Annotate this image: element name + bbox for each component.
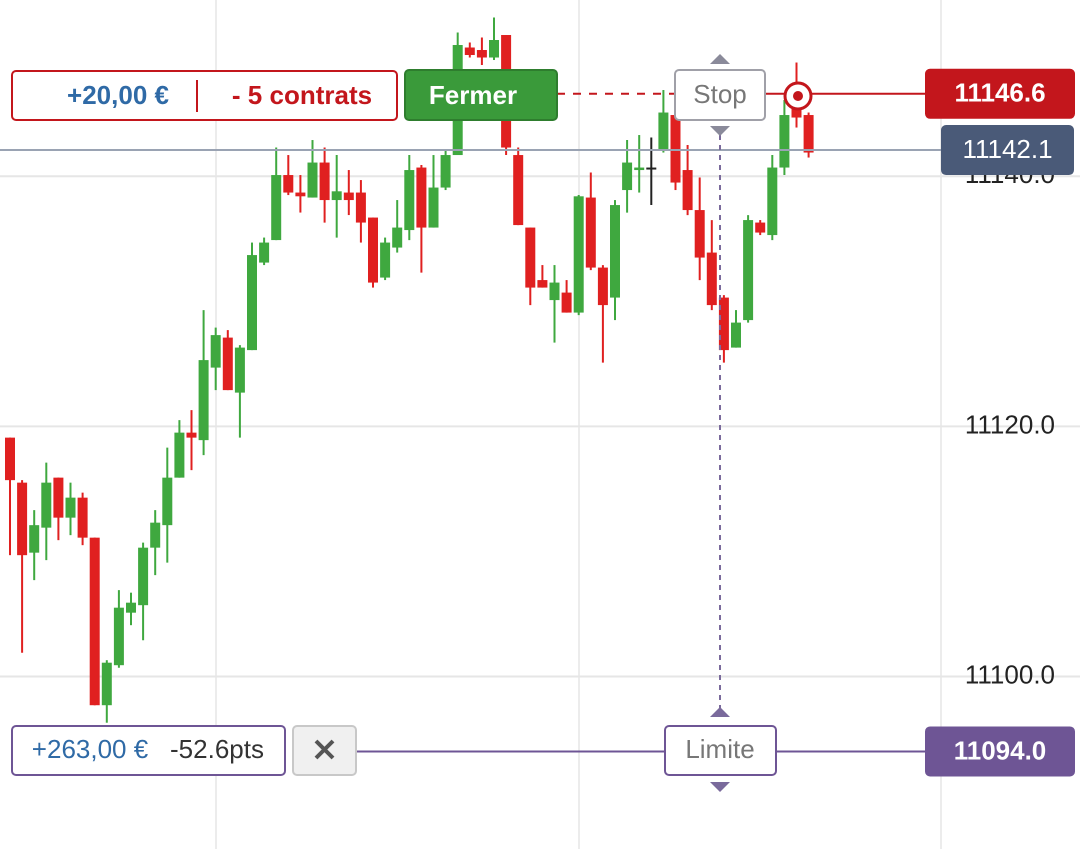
candle-body [380,242,391,278]
drag-arrow-up[interactable] [710,707,730,717]
candle-body [41,482,52,528]
candle-body [489,40,499,58]
candle-body [767,167,778,236]
candle-body [65,497,76,518]
candle-body [428,187,439,228]
limit-label-box[interactable] [664,725,777,776]
price-lines [0,92,941,753]
candle-body [670,115,681,183]
candle-body [295,192,306,197]
candle-body [585,197,596,268]
price-badge [925,68,1075,119]
price-badge-label: 11146.6 [954,78,1045,108]
price-badge-label: 11142.1 [962,134,1052,164]
candle-body [706,252,717,306]
candle-body [803,115,814,153]
candle-body [440,155,451,188]
drag-arrow-up[interactable] [710,54,730,64]
candles [5,17,814,723]
candle-body [779,115,790,168]
candle-body [198,360,209,441]
candle-body [658,112,669,151]
candle-body [307,162,318,198]
candle-body [755,222,766,233]
stop-box[interactable] [674,69,766,121]
candle-body [162,477,173,526]
candle-body [247,255,257,351]
close-button-label[interactable]: Fermer [429,80,517,110]
candle-body [682,170,693,211]
y-tick-label: 11120.0 [965,409,1055,439]
price-badges: 11146.6 11142.1 11094.0 [925,68,1075,777]
candle-body [694,210,705,258]
limit-label[interactable]: Limite [685,734,754,764]
candle-body [138,547,149,606]
candle-body [368,217,378,283]
candle-body [283,175,294,193]
candle-body [525,227,536,288]
candle-body [222,337,233,391]
candle-body [718,297,729,351]
candle-body [634,167,645,171]
position-quantity: - 5 contrats [232,80,372,110]
price-badge [941,125,1074,176]
limit-distance: -52.6pts [170,734,264,764]
candle-body [343,192,354,201]
candle-body [126,602,136,613]
candle-body [404,170,415,231]
candle-body [150,522,161,548]
position-pnl: +20,00 € [67,80,169,110]
candle-body [234,347,245,393]
candle-body [561,292,572,313]
target-icon-dot [793,91,803,101]
candle-body [271,175,282,241]
candle-body [464,47,475,56]
candle-body [101,662,112,706]
candle-body [186,432,197,438]
candle-body [416,167,427,228]
candle-body [476,50,487,58]
candle-body [646,167,657,170]
close-button[interactable] [404,69,558,121]
y-tick-label: 11100.0 [965,659,1055,689]
candle-body [392,227,403,248]
candle-body [17,482,28,556]
candle-body [77,497,88,538]
stop-label[interactable]: Stop [693,79,747,109]
candle-body [597,267,608,306]
position-box [11,70,398,121]
candle-body [549,282,560,301]
limit-pnl: +263,00 € [32,734,149,764]
candle-body [513,155,524,226]
candle-body [622,162,633,191]
candle-body [331,191,342,201]
candle-body [319,162,330,201]
drag-arrow-down[interactable] [710,126,730,136]
candle-body [5,437,15,481]
candle-body [259,242,270,263]
candle-body [210,335,221,368]
candle-body [174,432,185,478]
candle-body [537,280,548,288]
candle-body [743,220,754,321]
candle-body [731,322,741,348]
candle-body [89,537,100,706]
candle-body [113,607,124,666]
price-badge-label: 11094.0 [954,735,1047,765]
candle-body [610,205,620,298]
cancel-icon[interactable] [314,739,335,760]
price-badge [925,726,1075,777]
drag-arrow-down[interactable] [710,782,730,792]
candle-body [573,196,584,313]
candle-body [355,192,366,223]
candle-body [53,477,64,518]
limit-box [11,725,286,776]
candle-body [29,525,40,553]
